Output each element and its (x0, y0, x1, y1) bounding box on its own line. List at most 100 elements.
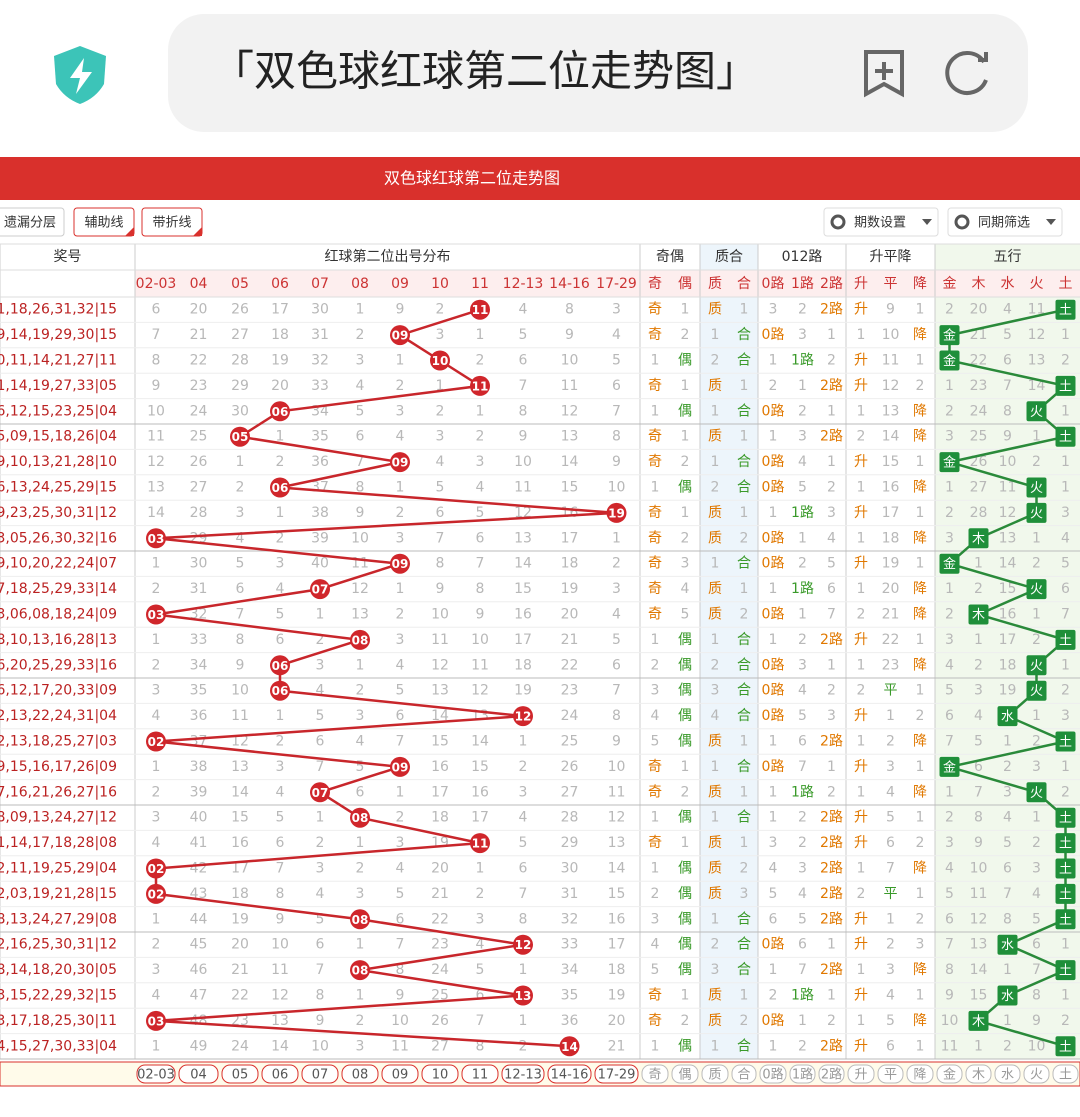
cell-omission: 13 (271, 1013, 289, 1029)
toolbar-dropdown[interactable] (947, 207, 1063, 237)
footer-label[interactable]: 土 (1059, 1068, 1072, 1083)
toolbar-label[interactable]: 遗漏分层 (4, 215, 56, 231)
footer-label[interactable]: 12-13 (504, 1068, 542, 1083)
footer-label[interactable]: 质 (708, 1068, 721, 1083)
footer-button[interactable] (547, 1064, 592, 1084)
footer-button[interactable] (847, 1064, 875, 1084)
toolbar-label[interactable]: 带折线 (152, 216, 191, 231)
footer-button[interactable] (906, 1064, 934, 1084)
footer-label[interactable]: 14-16 (551, 1068, 589, 1083)
footer-label[interactable]: 火 (1030, 1068, 1043, 1083)
footer-button[interactable] (731, 1064, 757, 1084)
cell-omission: 2 (711, 657, 720, 673)
footer-label[interactable]: 02-03 (137, 1068, 175, 1083)
cell-omission: 19 (608, 988, 626, 1004)
footer-label[interactable]: 17-29 (598, 1068, 636, 1083)
footer-button[interactable] (178, 1064, 219, 1084)
cell-omission: 5 (798, 708, 807, 724)
cell-omission: 4 (476, 937, 485, 953)
cell-mark: 质 (708, 607, 722, 623)
footer-button[interactable] (341, 1064, 379, 1084)
footer-label[interactable]: 升 (854, 1068, 867, 1083)
footer-label[interactable]: 07 (312, 1068, 329, 1083)
footer-label[interactable]: 05 (232, 1068, 249, 1083)
footer-button[interactable] (301, 1064, 339, 1084)
ball-number: 03 (148, 532, 165, 546)
column-header: 金 (943, 276, 957, 292)
address-text[interactable]: 「双色球红球第二位走势图」 (212, 47, 758, 96)
column-header: 土 (1059, 276, 1073, 292)
footer-label[interactable]: 06 (272, 1068, 289, 1083)
draw-numbers: 1,09,10,13,21,28|10 (0, 454, 117, 470)
footer-button[interactable] (594, 1064, 639, 1084)
footer-button[interactable] (421, 1064, 459, 1084)
address-bar[interactable] (168, 14, 1028, 132)
footer-label[interactable]: 1路 (792, 1067, 813, 1083)
footer-button[interactable] (701, 1064, 729, 1084)
cell-omission: 2 (1061, 784, 1070, 800)
cell-omission: 17 (271, 302, 289, 318)
cell-omission: 1 (681, 505, 690, 521)
footer-button[interactable] (381, 1064, 419, 1084)
footer-button[interactable] (671, 1064, 699, 1084)
footer-label[interactable]: 平 (884, 1068, 897, 1083)
footer-label[interactable]: 奇 (648, 1067, 661, 1083)
footer-label[interactable]: 08 (352, 1068, 369, 1083)
cell-mark: 平 (884, 683, 898, 699)
draw-numbers: ,05,09,15,18,26|04 (0, 429, 117, 445)
footer-label[interactable]: 偶 (678, 1068, 691, 1083)
footer-label[interactable]: 04 (190, 1068, 207, 1083)
cell-omission: 21 (970, 327, 988, 343)
cell-omission: 1 (1061, 327, 1070, 343)
reload-icon[interactable] (945, 51, 988, 95)
cell-omission: 5 (519, 835, 528, 851)
toolbar-dropdown[interactable] (823, 207, 939, 237)
cell-omission: 8 (945, 962, 954, 978)
cell-omission: 10 (608, 759, 626, 775)
cell-omission: 1 (1061, 988, 1070, 1004)
toolbar-button[interactable] (73, 207, 135, 237)
footer-button[interactable] (1052, 1064, 1079, 1084)
footer-button[interactable] (641, 1064, 669, 1084)
footer-button[interactable] (261, 1064, 299, 1084)
cell-omission: 12 (1028, 327, 1046, 343)
bookmark-icon[interactable] (864, 50, 904, 98)
ball (270, 680, 290, 701)
footer-button[interactable] (461, 1064, 499, 1084)
footer-label[interactable]: 10 (432, 1068, 449, 1083)
footer-label[interactable]: 0路 (762, 1067, 783, 1083)
footer-label[interactable]: 金 (943, 1067, 956, 1083)
cell-omission: 6 (827, 581, 836, 597)
toolbar-button[interactable] (0, 207, 65, 237)
cell-omission: 1 (396, 581, 405, 597)
footer-button[interactable] (221, 1064, 259, 1084)
footer-label[interactable]: 木 (972, 1068, 985, 1083)
footer-label[interactable]: 2路 (821, 1067, 842, 1083)
cell-omission: 1 (857, 327, 866, 343)
dropdown-label[interactable]: 同期筛选 (978, 216, 1030, 231)
toolbar-label[interactable]: 辅助线 (84, 216, 123, 231)
footer-label[interactable]: 11 (472, 1068, 489, 1083)
footer-label[interactable]: 水 (1001, 1068, 1014, 1083)
footer-button[interactable] (994, 1064, 1021, 1084)
cell-omission: 1 (1061, 403, 1070, 419)
footer-button[interactable] (818, 1064, 845, 1084)
cell-mark: 2路 (820, 810, 843, 826)
cell-omission: 2 (276, 454, 285, 470)
toolbar-button[interactable] (141, 207, 203, 237)
footer-button[interactable] (965, 1064, 992, 1084)
footer-button[interactable] (501, 1064, 545, 1084)
cell-omission: 5 (798, 911, 807, 927)
footer-label[interactable]: 降 (913, 1068, 926, 1083)
footer-button[interactable] (936, 1064, 963, 1084)
footer-button[interactable] (1023, 1064, 1050, 1084)
footer-button[interactable] (877, 1064, 904, 1084)
footer-label[interactable]: 09 (392, 1068, 409, 1083)
cell-omission: 17 (561, 530, 579, 546)
footer-button[interactable] (789, 1064, 816, 1084)
footer-label[interactable]: 合 (737, 1068, 750, 1083)
dropdown-label[interactable]: 期数设置 (854, 216, 906, 231)
footer-button[interactable] (136, 1064, 176, 1084)
footer-button[interactable] (759, 1064, 787, 1084)
ball (390, 756, 410, 777)
